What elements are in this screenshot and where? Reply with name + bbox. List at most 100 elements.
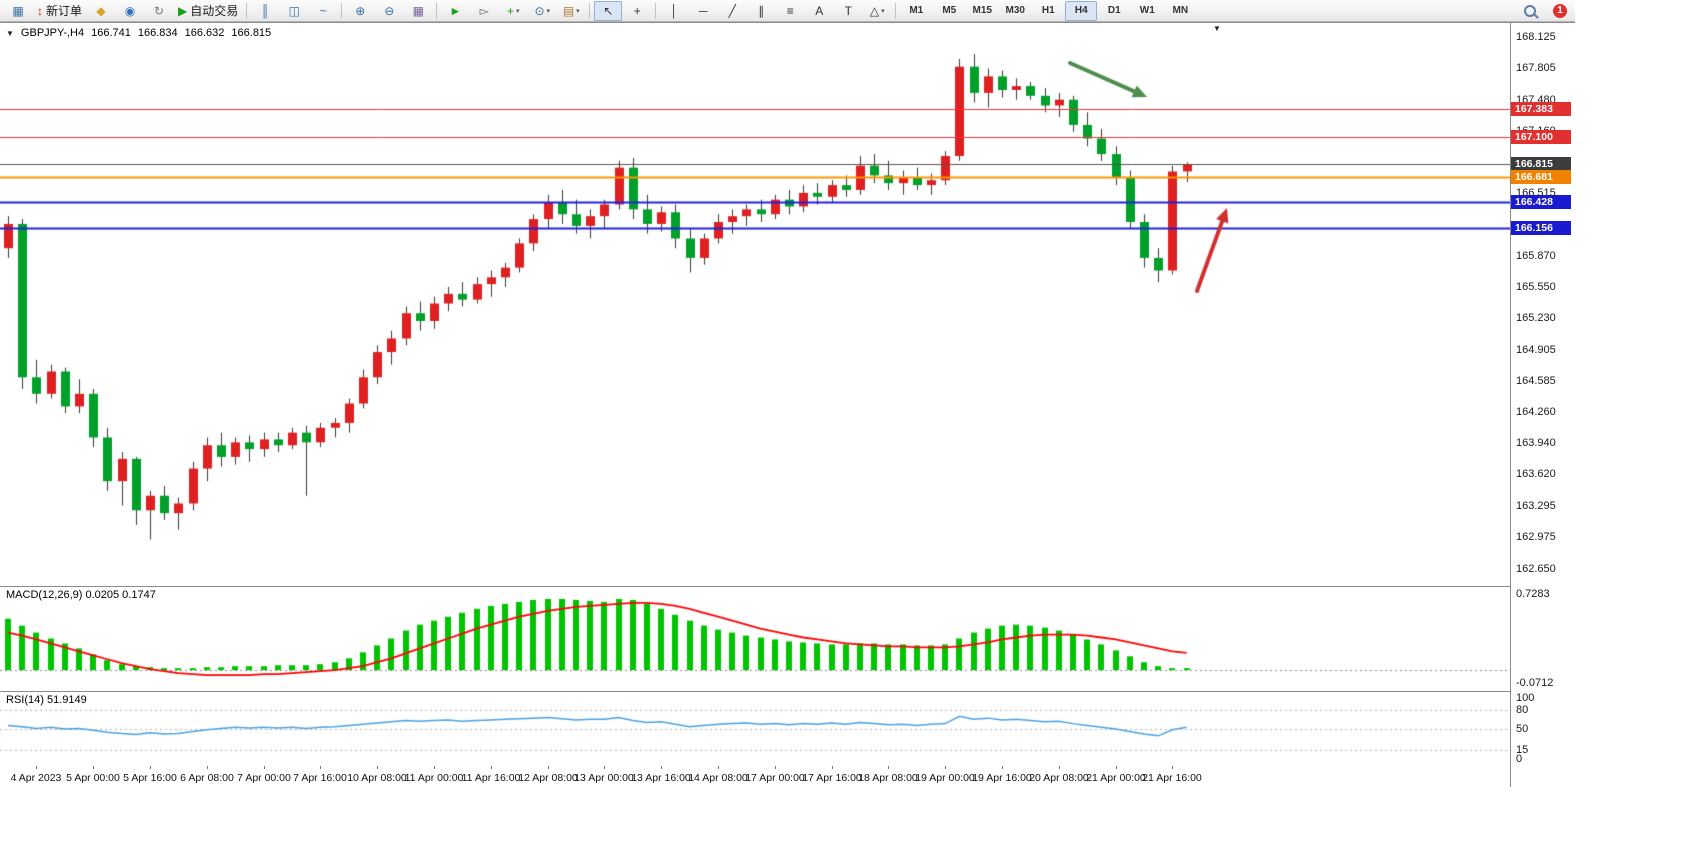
time-axis-label: 19 Apr 16:00 (972, 772, 1032, 784)
price-scale-label: 164.585 (1516, 375, 1556, 387)
candlestick-chart-button[interactable]: ◫ (280, 1, 308, 21)
chart-shift-marker[interactable]: ▼ (1213, 24, 1221, 33)
time-axis-label: 17 Apr 16:00 (802, 772, 862, 784)
periods-button[interactable]: ⊙ ▾ (528, 1, 556, 21)
price-tag-166.428[interactable]: 166.428 (1511, 195, 1571, 209)
time-tick (377, 766, 378, 769)
timeframe-m30[interactable]: M30 (999, 1, 1031, 21)
macd-scale-label: 0.7283 (1516, 588, 1550, 600)
trendline-button[interactable]: ╱ (718, 1, 746, 21)
price-tag-166.681[interactable]: 166.681 (1511, 170, 1571, 184)
timeframe-m1[interactable]: M1 (900, 1, 932, 21)
crosshair-button[interactable]: + (623, 1, 651, 21)
fibonacci-button[interactable]: ≡ (776, 1, 804, 21)
price-scale-label: 164.260 (1516, 406, 1556, 418)
new-chart-button[interactable]: ▦ (4, 1, 32, 21)
horizontal-line-button[interactable]: ─ (689, 1, 717, 21)
zoom-out-button[interactable]: ⊖ (375, 1, 403, 21)
ohlc-close: 166.815 (231, 27, 272, 39)
metaeditor-button[interactable]: ◆ (87, 1, 115, 21)
refresh-button[interactable]: ↻ (145, 1, 173, 21)
bar-chart-button[interactable]: ║ (251, 1, 279, 21)
horizontal-line-icon: ─ (699, 3, 708, 18)
time-tick (434, 766, 435, 769)
time-axis-label: 13 Apr 16:00 (631, 772, 691, 784)
tile-windows-button[interactable]: ▦ (404, 1, 432, 21)
text-button[interactable]: A (805, 1, 833, 21)
collapse-triangle-icon[interactable]: ▼ (6, 28, 14, 38)
search-button[interactable] (1516, 1, 1544, 21)
text-icon: A (815, 3, 824, 18)
timeframe-h1[interactable]: H1 (1032, 1, 1064, 21)
timeframe-m15[interactable]: M15 (966, 1, 998, 21)
text-label-icon: T (844, 3, 852, 18)
autoscroll-button[interactable]: ► (441, 1, 469, 21)
trendline-icon: ╱ (728, 3, 736, 18)
pane-splitter-macd[interactable] (0, 586, 1575, 587)
templates-button[interactable]: ▤ ▾ (557, 1, 585, 21)
notification-badge[interactable]: 1 (1553, 3, 1567, 18)
text-label-button[interactable]: T (834, 1, 862, 21)
ohlc-high: 166.834 (137, 27, 178, 39)
time-tick (491, 766, 492, 769)
time-axis-label: 11 Apr 16:00 (461, 772, 521, 784)
price-chart-canvas[interactable] (0, 23, 1510, 586)
line-chart-button[interactable]: ~ (309, 1, 337, 21)
rsi-scale-label: 80 (1516, 704, 1529, 716)
rsi-scale-label: 100 (1516, 692, 1535, 704)
autotrading-button-label: 自动交易 (190, 4, 239, 18)
vertical-line-button[interactable]: │ (660, 1, 688, 21)
toolbar-separator (895, 2, 897, 19)
timeframe-m30-label: M30 (1005, 5, 1025, 16)
autotrading-button[interactable]: ▶ 自动交易 (174, 1, 242, 21)
dropdown-arrow-icon: ▾ (576, 7, 580, 15)
channel-button[interactable]: ∥ (747, 1, 775, 21)
zoom-in-button[interactable]: ⊕ (346, 1, 374, 21)
time-axis-label: 5 Apr 00:00 (66, 772, 120, 784)
time-tick (1059, 766, 1060, 769)
price-scale-label: 162.650 (1516, 563, 1556, 575)
rsi-indicator-canvas[interactable] (0, 691, 1510, 766)
time-tick (320, 766, 321, 769)
indicators-button[interactable]: + ▾ (499, 1, 527, 21)
crosshair-icon: + (633, 3, 641, 18)
time-axis-label: 20 Apr 08:00 (1029, 772, 1089, 784)
navigator-button[interactable]: ◉ (116, 1, 144, 21)
zoom-in-icon: ⊕ (355, 3, 366, 18)
timeframe-d1-label: D1 (1107, 5, 1121, 16)
price-tag-167.383[interactable]: 167.383 (1511, 102, 1571, 116)
mt4-window: ▦ ↕ 新订单 ◆ ◉ ↻ ▶ 自动交易 ║ ◫ ~ ⊕ ⊖ ▦ ► ▻ + ▾ ⊙ ▾ ▤ ▾ ↖ + │ ─ ╱ ∥ ≡ A T △ ▾ M1… (0, 0, 1575, 850)
timeframe-d1[interactable]: D1 (1098, 1, 1130, 21)
price-scale[interactable]: 168.125167.805167.480167.160166.515165.8… (1510, 23, 1575, 787)
timeframe-mn[interactable]: MN (1164, 1, 1196, 21)
shapes-button[interactable]: △ ▾ (863, 1, 891, 21)
time-axis[interactable]: 4 Apr 2023 5 Apr 00:00 5 Apr 16:00 6 Apr 08… (0, 766, 1510, 787)
chart-header: ▼ GBPJPY-,H4 166.741 166.834 166.632 166… (6, 27, 271, 39)
time-tick (1116, 766, 1117, 769)
price-scale-label: 167.805 (1516, 62, 1556, 74)
new-order-button-label: 新订单 (46, 4, 83, 18)
timeframe-h4[interactable]: H4 (1065, 0, 1098, 21)
timeframe-h1-label: H1 (1041, 5, 1055, 16)
price-tag-166.156[interactable]: 166.156 (1511, 221, 1571, 235)
fibonacci-icon: ≡ (786, 3, 794, 18)
chart-shift-button[interactable]: ▻ (470, 1, 498, 21)
time-axis-label: 14 Apr 08:00 (688, 772, 748, 784)
time-tick (832, 766, 833, 769)
timeframe-w1[interactable]: W1 (1131, 1, 1163, 21)
timeframe-m5[interactable]: M5 (933, 1, 965, 21)
ohlc-low: 166.632 (184, 27, 225, 39)
cursor-button[interactable]: ↖ (594, 0, 623, 21)
price-tag-167.100[interactable]: 167.100 (1511, 130, 1571, 144)
toolbar-separator (589, 2, 591, 19)
macd-indicator-canvas[interactable] (0, 586, 1510, 691)
rsi-label: RSI(14) 51.9149 (6, 694, 87, 706)
pane-splitter-rsi[interactable] (0, 691, 1575, 692)
price-scale-label: 163.940 (1516, 437, 1556, 449)
price-scale-label: 165.550 (1516, 281, 1556, 293)
chart-area[interactable]: ▼ GBPJPY-,H4 166.741 166.834 166.632 166… (0, 22, 1575, 850)
price-tag-166.815[interactable]: 166.815 (1511, 157, 1571, 171)
autoscroll-icon: ► (449, 3, 462, 18)
cursor-icon: ↖ (603, 3, 614, 18)
new-order-button[interactable]: ↕ 新订单 (33, 1, 86, 21)
